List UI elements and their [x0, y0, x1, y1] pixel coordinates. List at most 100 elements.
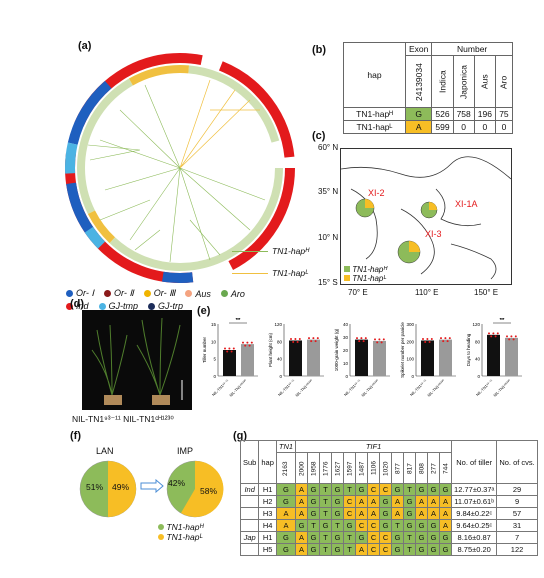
tick-label: 0 — [345, 374, 348, 379]
cell: 1597 — [343, 452, 356, 484]
cell: A — [275, 519, 297, 532]
data-point — [242, 341, 244, 344]
cell: C — [367, 483, 381, 496]
cell: A — [355, 543, 369, 556]
cell: T — [391, 519, 405, 532]
cell: G — [427, 483, 441, 496]
cell: G — [331, 483, 345, 496]
cell: A — [295, 495, 309, 508]
x-tick-label: NIL-TN1⁹³⁻¹¹ — [277, 378, 296, 397]
cell: A — [439, 495, 453, 508]
subpop-legend: Or- Ⅰ Or- Ⅱ Or- Ⅲ Aus Aro Ind GJ-tmp GJ-… — [66, 288, 266, 311]
data-point — [440, 337, 442, 340]
cell: G — [403, 519, 417, 532]
bar — [307, 339, 320, 376]
pie-xi3 — [397, 240, 421, 264]
cell: 0 — [473, 120, 496, 134]
tick-label: 20 — [343, 348, 349, 353]
cell: A — [367, 495, 381, 508]
table-row: H2 G A G T G C A A G A G A A A 11.07±0.61ᵇ 9 — [239, 495, 538, 508]
row-allele: G — [404, 107, 433, 121]
position-label: 24139034 — [405, 55, 432, 108]
cell: H1 — [258, 483, 277, 496]
cell: 75 — [494, 107, 513, 121]
panel-label-c: (c) — [312, 130, 326, 142]
cell: 8.16±0.87 — [451, 531, 498, 544]
data-point — [314, 340, 317, 343]
cell: G — [439, 543, 453, 556]
data-point — [232, 347, 235, 350]
data-point — [296, 340, 299, 343]
data-point — [380, 341, 383, 344]
legend-item-gjtmp: GJ-tmp — [98, 301, 138, 311]
cell: G — [331, 531, 345, 544]
cell: 9.84±0.22ᶜ — [451, 507, 498, 520]
cell — [239, 507, 260, 520]
cell: No. of tiller — [451, 440, 498, 484]
tick-label: 80 — [475, 339, 481, 344]
cell: H5 — [258, 543, 277, 556]
data-point — [444, 337, 447, 340]
cell: 12.77±0.37ᵃ — [451, 483, 498, 496]
cell: T — [343, 483, 357, 496]
cell: No. of cvs. — [496, 440, 538, 484]
cell: 817 — [403, 452, 416, 484]
tick-label: 120 — [472, 322, 480, 327]
cell: A — [391, 507, 405, 520]
cell: G — [391, 483, 405, 496]
cell: T — [331, 519, 345, 532]
tick-label: 40 — [343, 322, 349, 327]
bar — [421, 340, 434, 376]
legend-item-aro: Aro — [220, 288, 245, 299]
data-point — [508, 338, 511, 341]
cell: T — [403, 483, 417, 496]
cell: T — [343, 543, 357, 556]
pie-lan-h: 51% — [86, 482, 104, 492]
cell: A — [355, 507, 369, 520]
data-point — [494, 335, 497, 338]
y-axis-label: Plant height (cm) — [268, 332, 273, 367]
row-allele: A — [404, 120, 433, 134]
data-point — [228, 347, 231, 350]
cell: 1020 — [379, 452, 392, 484]
cell: G — [439, 483, 453, 496]
cell: 11.07±0.61ᵇ — [451, 495, 498, 508]
data-point — [298, 337, 301, 340]
sub-aus: Aus — [474, 55, 496, 108]
cell: G — [391, 531, 405, 544]
bar — [373, 340, 386, 376]
cell: G — [331, 543, 345, 556]
cell: A — [295, 507, 309, 520]
row-hap: TN1-hapᴴ — [343, 107, 406, 121]
cell: G — [275, 543, 297, 556]
cell: C — [343, 495, 357, 508]
cell: Sub — [239, 440, 260, 484]
x-tick-label: NIL-TN1⁹³⁻¹¹ — [343, 378, 362, 397]
tick-label: 10 — [211, 339, 217, 344]
cell: 1776 — [319, 452, 332, 484]
cell — [239, 495, 260, 508]
panel-label-f: (f) — [70, 430, 81, 442]
cell: G — [403, 495, 417, 508]
cell: A — [427, 507, 441, 520]
map-legend-l: TN1-hapᴸ — [352, 274, 387, 283]
cell: 7 — [496, 531, 538, 544]
cell: A — [415, 507, 429, 520]
table-row: H4 A G T G T G C C G T G G G A 9.64±0.25ᶜ 31 — [239, 519, 538, 532]
data-point — [448, 337, 451, 340]
tick-label: 0 — [411, 374, 414, 379]
cell: T — [319, 495, 333, 508]
col-exon: Exon — [404, 42, 433, 56]
bar — [355, 339, 368, 376]
cell: C — [343, 507, 357, 520]
data-point — [226, 350, 229, 353]
data-point — [374, 338, 376, 341]
cell: 2000 — [295, 452, 308, 484]
x-tick-label: NIL-TN1⁹³⁻¹¹ — [475, 378, 494, 397]
arrow-icon — [140, 479, 164, 493]
bar — [505, 337, 518, 376]
cell: 1627 — [331, 452, 344, 484]
data-point — [362, 340, 365, 343]
cell: 9.64±0.25ᶜ — [451, 519, 498, 532]
cell: A — [295, 543, 309, 556]
